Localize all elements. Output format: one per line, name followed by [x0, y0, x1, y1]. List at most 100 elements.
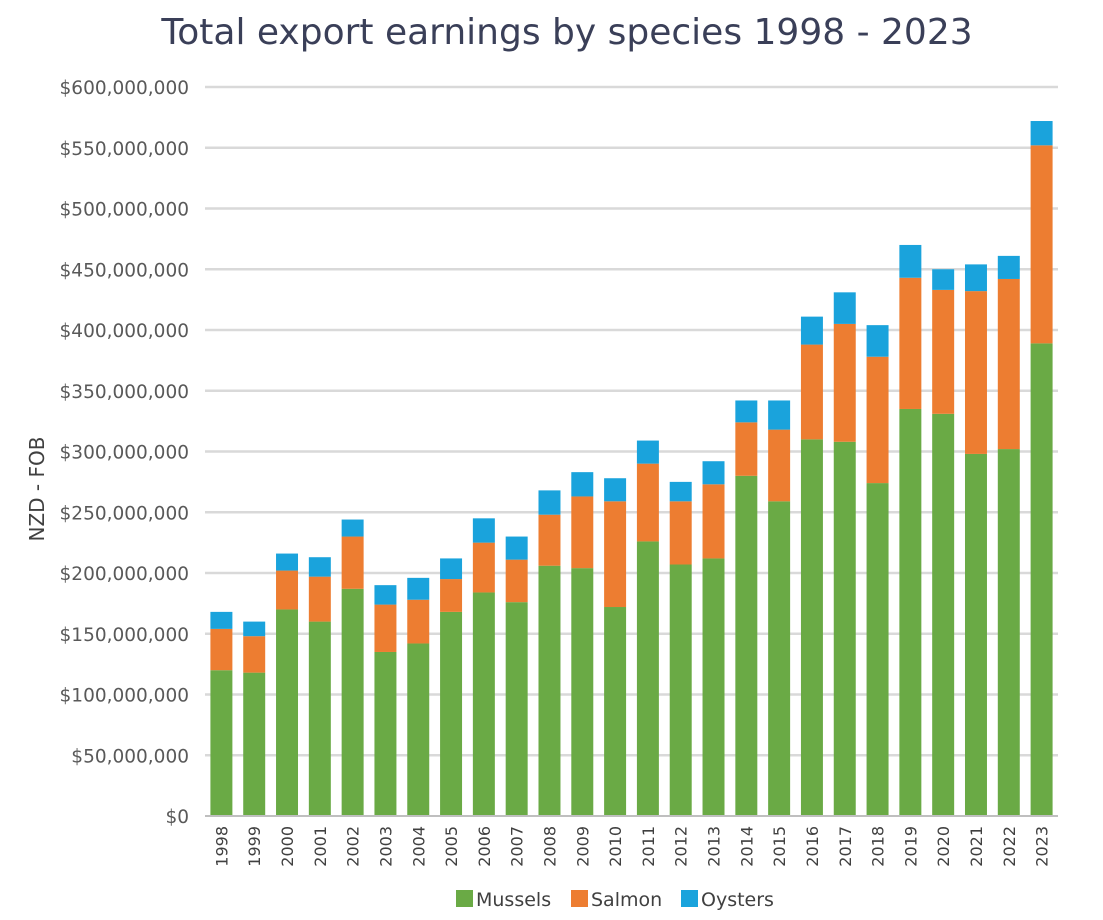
bar-salmon-2000	[276, 570, 299, 610]
y-tick-label: $450,000,000	[60, 260, 189, 281]
y-tick-label: $100,000,000	[60, 686, 189, 707]
legend-swatch	[456, 890, 473, 907]
legend-item-oysters: Oysters	[681, 889, 774, 911]
x-tick-label: 2011	[639, 826, 658, 867]
bar-salmon-2016	[800, 344, 823, 440]
bar-oysters-2010	[604, 478, 627, 502]
bar-mussels-2011	[636, 541, 659, 816]
bar-stack-1999	[243, 621, 266, 816]
bar-oysters-2009	[571, 472, 594, 497]
bar-salmon-2007	[505, 559, 528, 603]
bar-mussels-2020	[932, 413, 955, 816]
x-tick-label: 2003	[376, 826, 395, 867]
bar-oysters-2008	[538, 490, 561, 515]
legend-label: Salmon	[591, 889, 662, 911]
bar-stack-2022	[997, 255, 1020, 816]
bar-salmon-2023	[1030, 145, 1053, 344]
bar-stack-2023	[1030, 121, 1053, 816]
x-tick-label: 2023	[1033, 826, 1052, 867]
bar-salmon-2003	[374, 604, 397, 652]
x-tick-label: 2001	[311, 826, 330, 867]
legend-label: Oysters	[701, 889, 774, 911]
bar-stack-2013	[702, 461, 725, 816]
bar-salmon-2010	[604, 501, 627, 608]
x-tick-label: 2022	[1000, 826, 1019, 867]
bar-oysters-2016	[800, 316, 823, 345]
bar-stack-2014	[735, 400, 758, 816]
y-tick-label: $0	[165, 807, 189, 828]
x-tick-label: 1998	[212, 826, 231, 867]
bar-salmon-2017	[833, 323, 856, 442]
legend-swatch	[571, 890, 588, 907]
y-tick-label: $500,000,000	[60, 200, 189, 221]
bar-mussels-2008	[538, 565, 561, 816]
bar-stack-2006	[472, 518, 495, 816]
x-tick-label: 2002	[344, 826, 363, 867]
bar-oysters-2013	[702, 461, 725, 485]
bar-stack-2004	[407, 577, 430, 816]
bar-salmon-2015	[768, 429, 791, 502]
bar-oysters-2006	[472, 518, 495, 543]
y-tick-label: $200,000,000	[60, 564, 189, 585]
bar-salmon-2014	[735, 422, 758, 476]
bar-oysters-2007	[505, 536, 528, 560]
bar-mussels-2021	[964, 453, 987, 816]
bar-stack-2009	[571, 472, 594, 816]
legend-item-salmon: Salmon	[571, 889, 662, 911]
bar-oysters-2014	[735, 400, 758, 423]
bar-mussels-2001	[308, 621, 331, 816]
x-tick-label: 2000	[278, 826, 297, 867]
bar-stack-2011	[636, 440, 659, 816]
bar-oysters-2018	[866, 325, 889, 357]
bar-mussels-2023	[1030, 343, 1053, 816]
bar-mussels-1999	[243, 672, 266, 816]
legend-item-mussels: Mussels	[456, 889, 551, 911]
bar-mussels-2009	[571, 568, 594, 816]
bar-salmon-2013	[702, 484, 725, 559]
bar-stack-2000	[276, 553, 299, 816]
bar-salmon-2021	[964, 291, 987, 454]
x-tick-label: 2021	[967, 826, 986, 867]
bar-oysters-2002	[341, 519, 364, 537]
bar-salmon-2019	[899, 277, 922, 409]
x-tick-label: 2013	[705, 826, 724, 867]
y-tick-label: $550,000,000	[60, 139, 189, 160]
bar-mussels-2004	[407, 643, 430, 816]
x-tick-label: 2014	[737, 826, 756, 867]
legend: Mussels Salmon Oysters	[456, 889, 774, 911]
bar-mussels-2014	[735, 475, 758, 816]
bar-oysters-2020	[932, 269, 955, 290]
bar-oysters-2000	[276, 553, 299, 571]
bar-mussels-2010	[604, 607, 627, 816]
bar-mussels-2000	[276, 609, 299, 816]
bar-stacks	[205, 121, 1058, 817]
y-tick-label: $250,000,000	[60, 503, 189, 524]
bar-stack-2017	[833, 292, 856, 816]
bar-salmon-2008	[538, 514, 561, 566]
bar-mussels-2013	[702, 558, 725, 816]
y-tick-label: $350,000,000	[60, 382, 189, 403]
bar-oysters-2001	[308, 557, 331, 577]
bar-stack-2003	[374, 585, 397, 816]
legend-swatch	[681, 890, 698, 907]
bar-stack-2019	[899, 244, 922, 816]
x-tick-label: 2006	[475, 826, 494, 867]
bar-stack-2015	[768, 400, 791, 816]
x-tick-label: 2008	[540, 826, 559, 867]
bar-mussels-2022	[997, 449, 1020, 816]
y-axis-title: NZD - FOB	[25, 437, 49, 542]
bar-oysters-2021	[964, 264, 987, 292]
bar-stack-2001	[308, 557, 331, 816]
bar-salmon-2004	[407, 599, 430, 644]
bar-salmon-1999	[243, 636, 266, 673]
bar-oysters-2003	[374, 585, 397, 605]
bar-mussels-2006	[472, 592, 495, 816]
bar-oysters-2022	[997, 255, 1020, 279]
bar-mussels-1998	[210, 670, 233, 816]
bar-oysters-2005	[440, 558, 463, 580]
bar-oysters-1999	[243, 621, 266, 637]
bar-salmon-2006	[472, 542, 495, 593]
bar-salmon-1998	[210, 628, 233, 671]
y-tick-label: $300,000,000	[60, 443, 189, 464]
